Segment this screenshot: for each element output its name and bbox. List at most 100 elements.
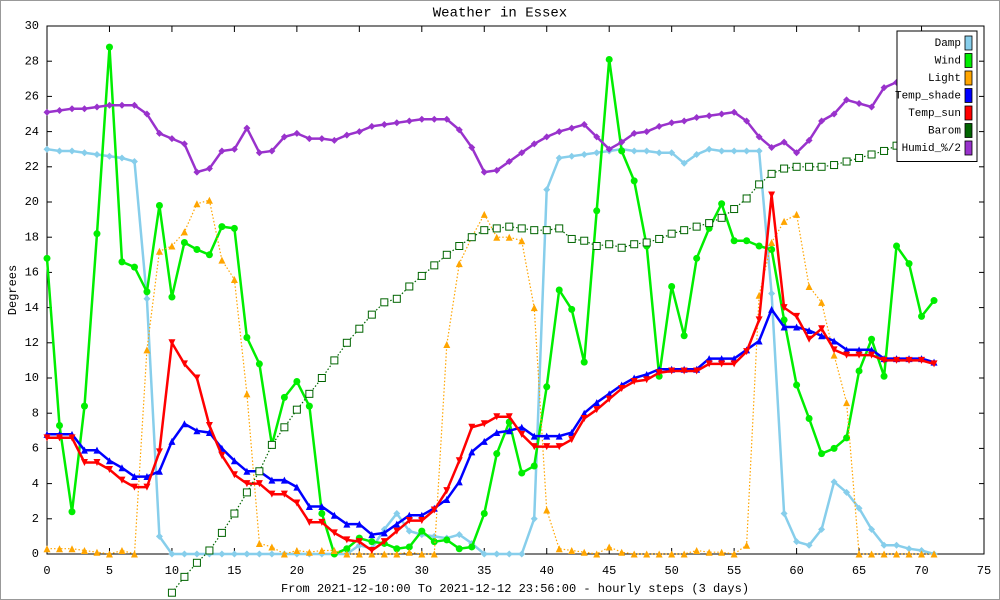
point xyxy=(555,224,564,233)
y-tick-label: 10 xyxy=(25,371,39,385)
point xyxy=(830,351,838,359)
point xyxy=(592,242,601,250)
point xyxy=(168,135,176,143)
point xyxy=(918,356,926,364)
point xyxy=(255,467,264,476)
point xyxy=(655,122,663,130)
point xyxy=(205,251,213,259)
point xyxy=(818,298,826,306)
point xyxy=(780,138,788,146)
point xyxy=(480,168,488,176)
point xyxy=(68,545,76,553)
point xyxy=(430,506,438,514)
point xyxy=(230,275,238,283)
point xyxy=(442,250,451,259)
point xyxy=(80,458,88,466)
point xyxy=(305,548,313,556)
point xyxy=(430,538,438,546)
point xyxy=(817,162,826,171)
point xyxy=(330,546,338,554)
point xyxy=(743,348,751,356)
y-tick-label: 22 xyxy=(25,160,39,174)
legend-label: Damp xyxy=(935,38,961,50)
point xyxy=(655,550,663,558)
point xyxy=(655,234,664,243)
point xyxy=(680,226,689,235)
point xyxy=(393,520,401,528)
point xyxy=(530,515,538,523)
y-tick-label: 2 xyxy=(32,512,39,526)
point xyxy=(155,448,163,456)
point xyxy=(180,238,188,246)
point xyxy=(118,464,126,472)
point xyxy=(218,451,226,459)
legend-swatch xyxy=(964,123,973,138)
point xyxy=(568,436,576,444)
point xyxy=(318,135,326,143)
point xyxy=(580,236,589,245)
point xyxy=(555,545,563,553)
y-tick-label: 30 xyxy=(25,19,39,33)
point xyxy=(268,476,276,484)
point xyxy=(242,488,251,497)
point xyxy=(493,450,501,458)
point xyxy=(843,434,851,442)
point xyxy=(255,360,263,368)
point xyxy=(680,332,688,340)
point xyxy=(168,242,176,250)
point xyxy=(368,538,376,546)
point xyxy=(718,360,726,368)
point xyxy=(543,443,551,451)
x-tick-label: 70 xyxy=(914,564,928,578)
point xyxy=(518,469,526,477)
x-tick-label: 55 xyxy=(727,564,741,578)
point xyxy=(118,101,126,109)
point xyxy=(293,129,301,137)
point xyxy=(530,140,538,148)
point xyxy=(380,121,388,129)
point xyxy=(505,413,513,421)
point xyxy=(705,219,714,228)
point xyxy=(355,324,364,333)
point xyxy=(68,508,76,516)
point xyxy=(705,548,713,556)
point xyxy=(818,450,826,458)
point xyxy=(905,356,913,364)
point xyxy=(668,550,676,558)
point xyxy=(605,145,613,153)
point xyxy=(605,390,613,398)
y-tick-label: 20 xyxy=(25,195,39,209)
point xyxy=(205,422,213,430)
point xyxy=(842,157,851,166)
point xyxy=(55,106,63,114)
point xyxy=(180,228,188,236)
point xyxy=(455,126,463,134)
point xyxy=(843,346,851,354)
point xyxy=(905,260,913,268)
point xyxy=(380,529,388,537)
point xyxy=(218,256,226,264)
point xyxy=(843,96,851,104)
point xyxy=(718,200,726,208)
point xyxy=(280,133,288,141)
point xyxy=(605,55,613,63)
y-tick-label: 14 xyxy=(25,301,39,315)
point xyxy=(230,550,238,558)
y-tick-label: 18 xyxy=(25,230,39,244)
point xyxy=(567,234,576,243)
point xyxy=(543,133,551,141)
point xyxy=(305,518,313,526)
point xyxy=(105,457,113,465)
point xyxy=(755,180,764,189)
point xyxy=(830,444,838,452)
point xyxy=(680,367,688,375)
point xyxy=(680,550,688,558)
point xyxy=(130,473,138,481)
point xyxy=(80,149,88,157)
point xyxy=(542,226,551,235)
point xyxy=(505,550,513,558)
x-tick-label: 10 xyxy=(165,564,179,578)
point xyxy=(418,511,426,519)
point xyxy=(867,150,876,159)
